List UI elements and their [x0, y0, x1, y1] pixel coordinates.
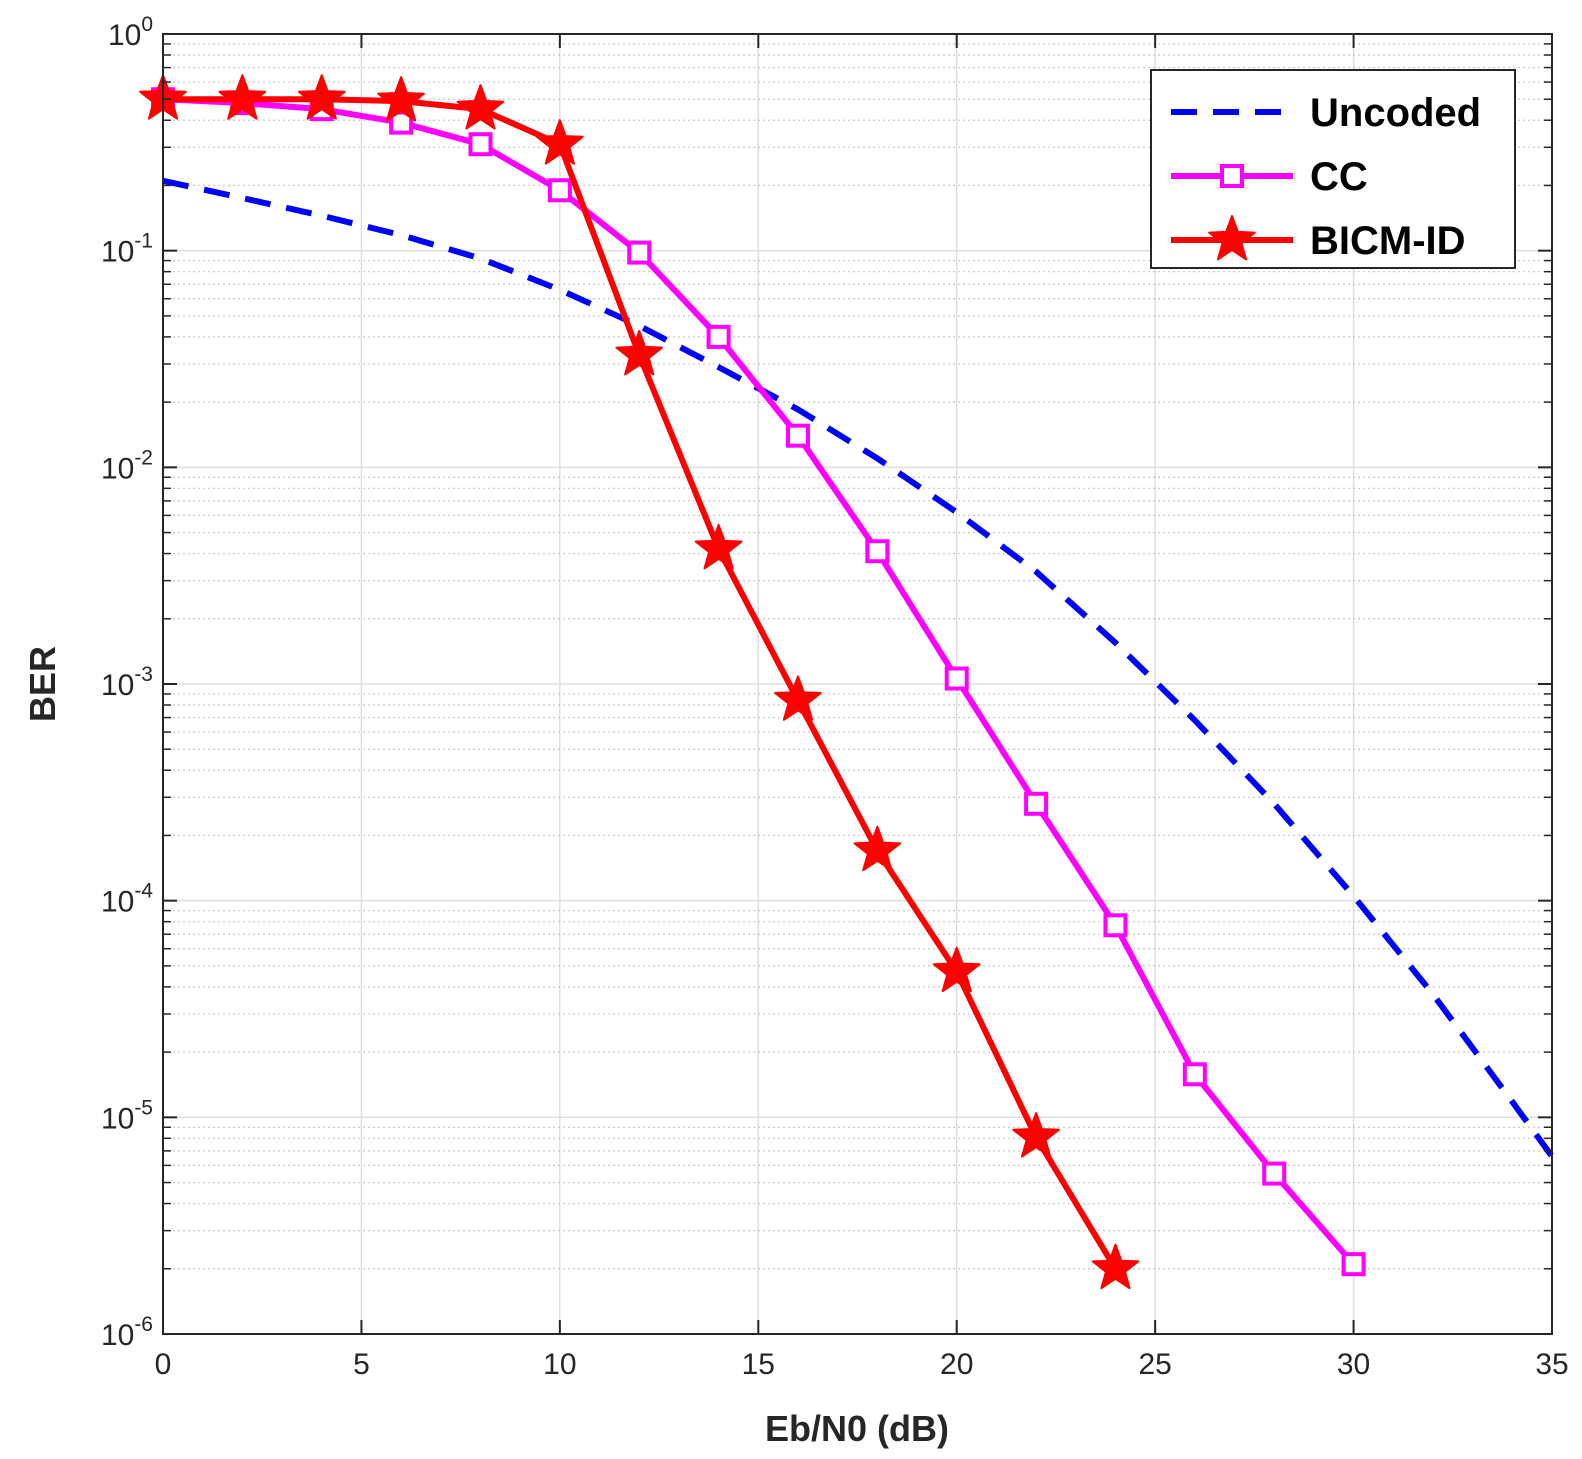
data-point-star-marker — [1091, 1243, 1140, 1290]
x-tick-label: 10 — [543, 1348, 576, 1381]
data-point-star-marker — [615, 329, 664, 376]
legend-label: CC — [1310, 155, 1368, 199]
data-point-square-marker — [1341, 1252, 1366, 1277]
y-tick-base: 10 — [101, 1102, 134, 1135]
x-tick-label: 0 — [155, 1348, 172, 1381]
y-tick-base: 10 — [101, 452, 134, 485]
series-uncoded — [162, 177, 1555, 1159]
data-point-star-marker — [1208, 215, 1256, 261]
data-point-square-marker — [627, 240, 652, 265]
legend-label: BICM-ID — [1310, 219, 1466, 263]
legend-entry: BICM-ID — [1171, 215, 1466, 263]
series-bicm-id — [139, 74, 1140, 1290]
legend-label: Uncoded — [1310, 91, 1481, 135]
data-point-square-marker — [389, 110, 414, 135]
x-tick-label: 30 — [1337, 1348, 1370, 1381]
y-tick-exponent: -5 — [134, 1096, 153, 1119]
x-tick-label: 25 — [1138, 1348, 1171, 1381]
y-tick-base: 10 — [101, 236, 134, 269]
y-axis-label: BER — [22, 646, 63, 722]
y-tick-exponent: -6 — [134, 1313, 153, 1336]
x-tick-label: 15 — [742, 1348, 775, 1381]
axis-ticks: 0 5 10 15 20 25 30 3510-610-510-410-310-210-110… — [101, 13, 1569, 1381]
data-point-star-marker — [456, 84, 505, 130]
data-point-square-marker — [547, 178, 572, 203]
y-tick-label: 10-1 — [101, 230, 153, 269]
y-tick-exponent: -4 — [134, 880, 153, 903]
legend-entry: Uncoded — [1171, 91, 1481, 135]
x-tick-label: 35 — [1535, 1348, 1568, 1381]
y-tick-label: 100 — [108, 13, 153, 52]
data-point-square-marker — [865, 539, 890, 564]
series-layer — [139, 74, 1555, 1290]
y-tick-exponent: -1 — [134, 230, 153, 253]
y-tick-label: 10-3 — [101, 663, 153, 702]
data-point-square-marker — [1024, 791, 1049, 816]
y-tick-exponent: -3 — [134, 663, 153, 686]
y-tick-exponent: 0 — [141, 13, 153, 36]
y-tick-exponent: -2 — [134, 446, 153, 469]
data-point-star-marker — [774, 675, 822, 721]
data-point-star-marker — [377, 76, 425, 122]
data-point-square-marker — [706, 324, 731, 349]
data-point-star-marker — [297, 74, 346, 120]
series-line — [162, 96, 1356, 1267]
data-point-square-marker — [944, 666, 969, 691]
y-tick-base: 10 — [101, 886, 134, 919]
data-point-square-marker — [1182, 1062, 1207, 1087]
data-point-star-marker — [932, 946, 981, 993]
x-tick-label: 5 — [353, 1348, 370, 1381]
data-point-square-marker — [1262, 1161, 1287, 1186]
y-tick-label: 10-6 — [101, 1313, 153, 1352]
data-point-square-marker — [468, 132, 493, 157]
series-line — [162, 177, 1555, 1159]
y-tick-base: 10 — [108, 19, 141, 52]
x-axis-label: Eb/N0 (dB) — [765, 1408, 949, 1449]
data-point-square-marker — [785, 423, 810, 448]
y-tick-label: 10-5 — [101, 1096, 153, 1135]
grid — [163, 34, 1552, 1334]
data-point-square-marker — [1220, 164, 1244, 188]
data-point-star-marker — [853, 825, 902, 872]
data-point-star-marker — [536, 119, 584, 165]
y-tick-label: 10-4 — [101, 880, 153, 919]
legend: Uncoded CC BICM-ID — [1150, 69, 1516, 269]
data-point-star-marker — [218, 74, 267, 120]
data-point-square-marker — [1103, 913, 1128, 938]
data-point-star-marker — [694, 523, 743, 570]
x-tick-label: 20 — [940, 1348, 973, 1381]
legend-entry: CC — [1171, 155, 1368, 199]
data-point-star-marker — [1012, 1112, 1060, 1158]
y-tick-label: 10-2 — [101, 446, 153, 485]
y-tick-base: 10 — [101, 669, 134, 702]
y-tick-base: 10 — [101, 1319, 134, 1352]
